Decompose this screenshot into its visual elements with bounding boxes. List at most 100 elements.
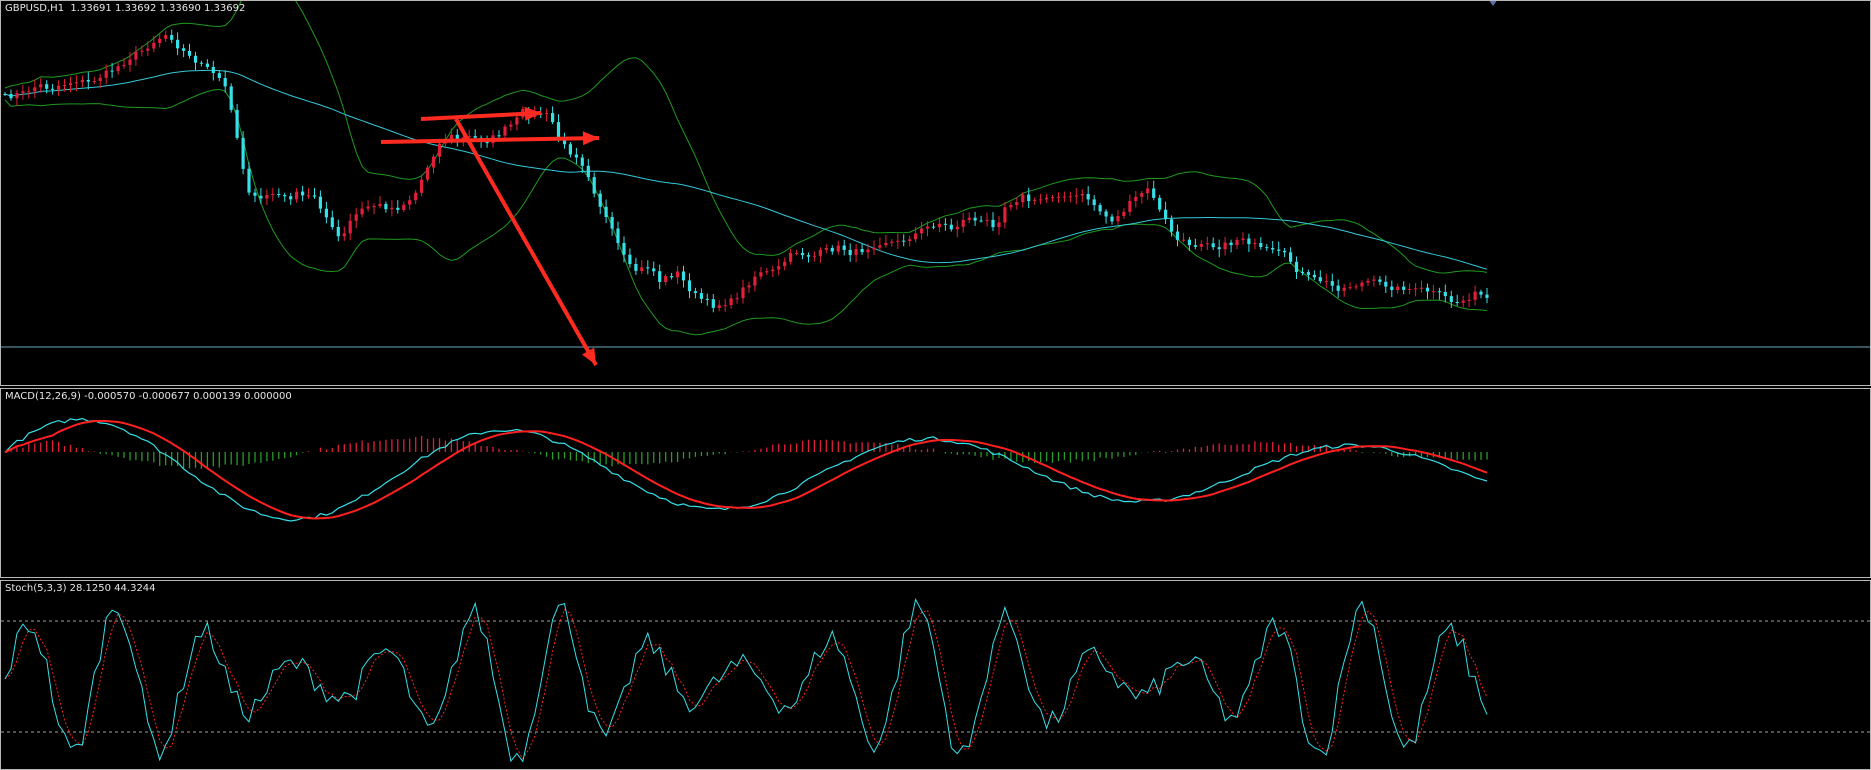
stochastic-pane[interactable]: Stoch(5,3,3) 28.1250 44.3244	[0, 580, 1871, 770]
candle-body	[1164, 209, 1168, 220]
candle-body	[1027, 194, 1031, 201]
candle-body	[306, 195, 311, 197]
candle-body	[366, 206, 370, 209]
candle-body	[592, 177, 596, 194]
annotation-arrow-lower-shaft	[380, 136, 600, 144]
candle-body	[598, 193, 602, 207]
candle-body	[759, 272, 763, 277]
candle-body	[920, 228, 924, 234]
candle-body	[866, 249, 870, 253]
candle-body	[676, 271, 680, 278]
candle-body	[937, 223, 941, 228]
macd-pane[interactable]: MACD(12,26,9) -0.000570 -0.000677 0.0001…	[0, 388, 1871, 578]
candle-body	[384, 203, 388, 210]
candle-body	[39, 84, 43, 88]
stoch-signal-line	[4, 608, 1488, 760]
candle-body	[1342, 287, 1346, 291]
candle-body	[86, 80, 90, 82]
candle-body	[955, 226, 959, 230]
candle-body	[1080, 194, 1084, 196]
candle-body	[1259, 243, 1263, 247]
candle-body	[158, 38, 162, 43]
price-chart-svg	[1, 1, 1870, 366]
candle-body	[1199, 244, 1203, 247]
candle-body	[301, 191, 305, 196]
candle-body	[1324, 281, 1328, 283]
candle-body	[1348, 287, 1352, 289]
candle-body	[1360, 282, 1364, 287]
candle-body	[170, 35, 174, 40]
candle-body	[372, 206, 376, 208]
candle-body	[687, 280, 692, 292]
candle-body	[854, 249, 858, 256]
candle-body	[1336, 285, 1340, 291]
candle-body	[1372, 279, 1376, 281]
candle-body	[551, 113, 555, 123]
candle-body	[431, 156, 436, 168]
candle-body	[241, 137, 245, 169]
candle-body	[670, 276, 674, 278]
candle-body	[1277, 249, 1281, 251]
candle-body	[943, 223, 947, 225]
candle-body	[842, 245, 846, 250]
candle-body	[997, 222, 1001, 228]
candle-body	[1455, 302, 1459, 303]
candle-body	[545, 113, 549, 115]
candle-body	[646, 267, 650, 269]
candle-body	[1039, 199, 1043, 201]
candle-body	[562, 138, 567, 145]
candle-body	[1217, 247, 1221, 250]
price-chart-pane[interactable]: GBPUSD,H1 1.33691 1.33692 1.33690 1.3369…	[0, 0, 1871, 386]
candle-body	[723, 305, 727, 307]
candle-body	[1152, 188, 1156, 198]
candle-body	[830, 248, 834, 252]
candle-body	[914, 233, 918, 240]
candle-body	[265, 194, 269, 199]
candle-body	[1247, 238, 1251, 245]
candle-body	[1443, 292, 1447, 297]
candle-body	[1146, 188, 1150, 194]
candle-body	[92, 81, 96, 82]
candle-body	[1223, 242, 1227, 250]
candle-body	[1235, 240, 1239, 246]
stochastic-svg	[1, 597, 1870, 763]
bollinger-lower-band	[4, 88, 1488, 336]
candle-body	[187, 51, 192, 56]
candle-body	[68, 83, 73, 85]
candle-body	[1098, 205, 1102, 212]
candle-body	[1104, 211, 1108, 217]
candle-body	[1003, 207, 1007, 223]
candle-body	[62, 85, 67, 86]
candle-body	[497, 135, 501, 137]
candle-body	[402, 204, 406, 210]
candle-body	[568, 144, 572, 155]
candle-body	[705, 298, 709, 300]
candle-body	[961, 219, 965, 227]
candle-body	[295, 191, 299, 200]
candle-body	[1015, 202, 1019, 206]
candle-body	[57, 85, 61, 90]
candle-body	[396, 207, 400, 210]
candle-body	[1306, 272, 1310, 275]
annotation-arrow-upper-head	[524, 106, 541, 121]
candle-body	[414, 192, 418, 201]
candle-body	[360, 208, 364, 215]
candle-body	[318, 196, 322, 209]
candle-body	[1289, 252, 1293, 262]
candle-body	[9, 94, 13, 99]
annotation-arrow-upper-shaft	[420, 111, 542, 121]
candle-body	[110, 70, 114, 72]
macd-svg	[4, 417, 1488, 522]
candle-body	[890, 241, 894, 243]
candle-body	[658, 271, 662, 282]
candle-body	[902, 240, 906, 242]
candle-body	[461, 137, 465, 139]
candle-body	[1074, 195, 1078, 197]
candle-body	[884, 242, 888, 246]
candle-body	[711, 299, 715, 308]
candle-body	[1473, 291, 1477, 300]
candle-body	[1128, 200, 1132, 212]
candle-body	[253, 192, 257, 196]
candle-body	[824, 248, 828, 250]
chart-shift-marker-icon[interactable]	[1488, 1, 1498, 6]
